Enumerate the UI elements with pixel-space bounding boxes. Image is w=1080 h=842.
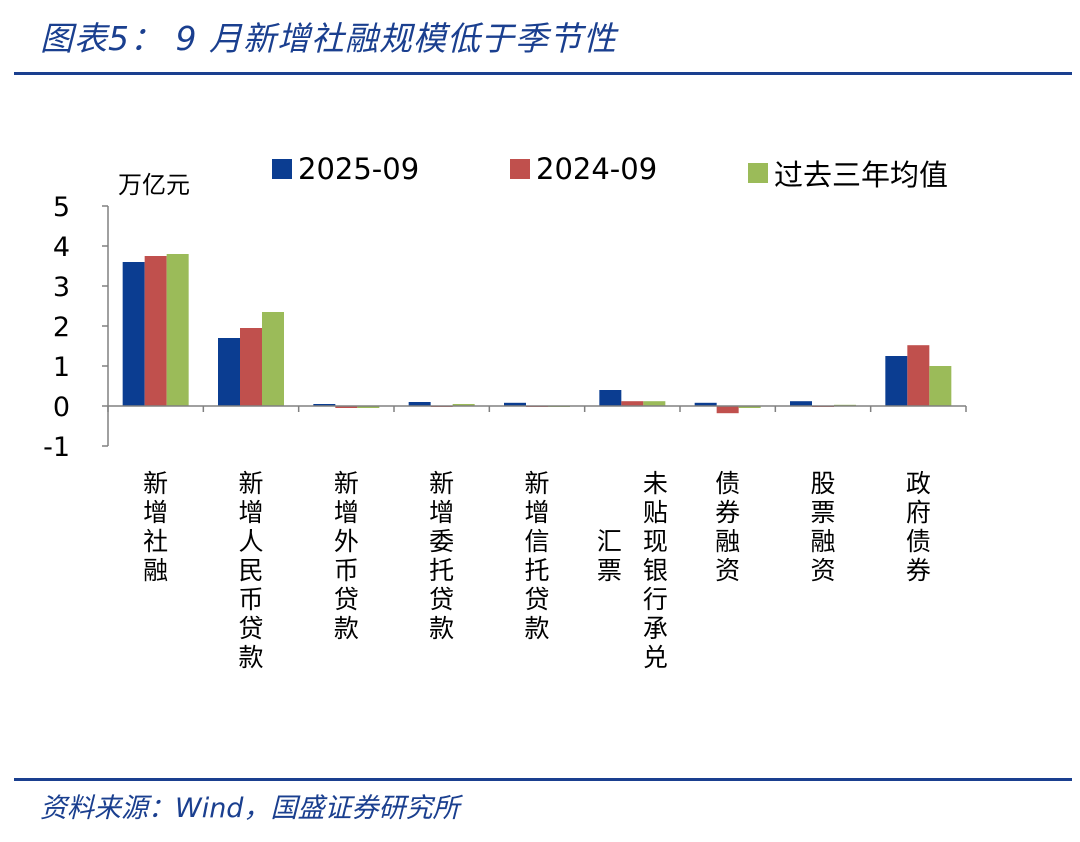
y-tick-label: 1: [53, 352, 70, 383]
x-category-label: 汇票: [597, 527, 622, 585]
y-tick-label: -1: [43, 432, 70, 463]
y-tick-label: 2: [53, 312, 70, 343]
bar-2025-09-新增信托贷款: [504, 402, 526, 406]
title-divider: [14, 72, 1072, 75]
bar-2025-09-新增社融: [122, 262, 145, 406]
bar-2024-09-新增社融: [144, 256, 167, 406]
bar-2024-09-政府债券: [907, 345, 930, 406]
bar-2025-09-政府债券: [885, 356, 908, 406]
legend-swatch-avg: [748, 163, 768, 183]
x-category-label: 未贴现银行承兑: [643, 469, 668, 672]
legend-swatch-2025: [272, 159, 292, 179]
bar-过去三年均值-新增社融: [166, 254, 189, 406]
bar-2024-09-新增人民币贷款: [240, 328, 262, 406]
y-tick-label: 5: [53, 192, 70, 223]
legend: 2025-09 2024-09 过去三年均值: [0, 152, 1080, 192]
bar-2025-09-债券融资: [694, 402, 717, 406]
x-category-label: 新增委托贷款: [429, 469, 454, 643]
x-category-label: 新增社融: [143, 469, 168, 585]
bar-过去三年均值-新增人民币贷款: [262, 312, 284, 406]
bar-2025-09-股票融资: [790, 401, 812, 406]
x-category-label: 新增人民币贷款: [238, 469, 263, 672]
x-category-label: 新增信托贷款: [524, 469, 549, 643]
legend-item-avg: 过去三年均值: [748, 152, 948, 194]
x-category-label: 新增外币贷款: [334, 469, 359, 643]
y-tick-label: 4: [53, 232, 70, 263]
bar-过去三年均值-新增外币贷款: [357, 406, 380, 408]
bar-过去三年均值-政府债券: [929, 366, 952, 406]
source-note: 资料来源：Wind，国盛证券研究所: [40, 793, 460, 824]
x-category-label: 债券融资: [715, 469, 740, 585]
bar-过去三年均值-未贴现银行承兑汇票: [643, 401, 666, 406]
bar-过去三年均值-新增委托贷款: [452, 404, 475, 406]
y-tick-label: 3: [53, 272, 70, 303]
legend-item-2025: 2025-09: [272, 152, 419, 186]
bar-过去三年均值-债券融资: [738, 406, 761, 408]
bar-2024-09-债券融资: [716, 406, 739, 414]
legend-label-2024: 2024-09: [536, 152, 658, 186]
x-category-label: 股票融资: [810, 469, 835, 585]
y-axis-label: 万亿元: [118, 171, 190, 199]
x-category-label: 政府债券: [906, 469, 931, 585]
chart-title: 图表5： 9 月新增社融规模低于季节性: [40, 19, 617, 58]
legend-item-2024: 2024-09: [510, 152, 657, 186]
footer-divider: [14, 778, 1072, 781]
legend-swatch-2024: [510, 159, 530, 179]
bar-2024-09-未贴现银行承兑汇票: [621, 401, 644, 406]
bar-2025-09-新增委托贷款: [408, 402, 431, 406]
bar-2025-09-新增人民币贷款: [218, 338, 240, 406]
legend-label-2025: 2025-09: [298, 152, 420, 186]
legend-label-avg: 过去三年均值: [774, 158, 949, 192]
bar-2024-09-新增外币贷款: [335, 406, 358, 408]
bar-2025-09-新增外币贷款: [313, 404, 336, 406]
y-tick-label: 0: [53, 392, 70, 423]
bar-2025-09-未贴现银行承兑汇票: [599, 390, 622, 406]
